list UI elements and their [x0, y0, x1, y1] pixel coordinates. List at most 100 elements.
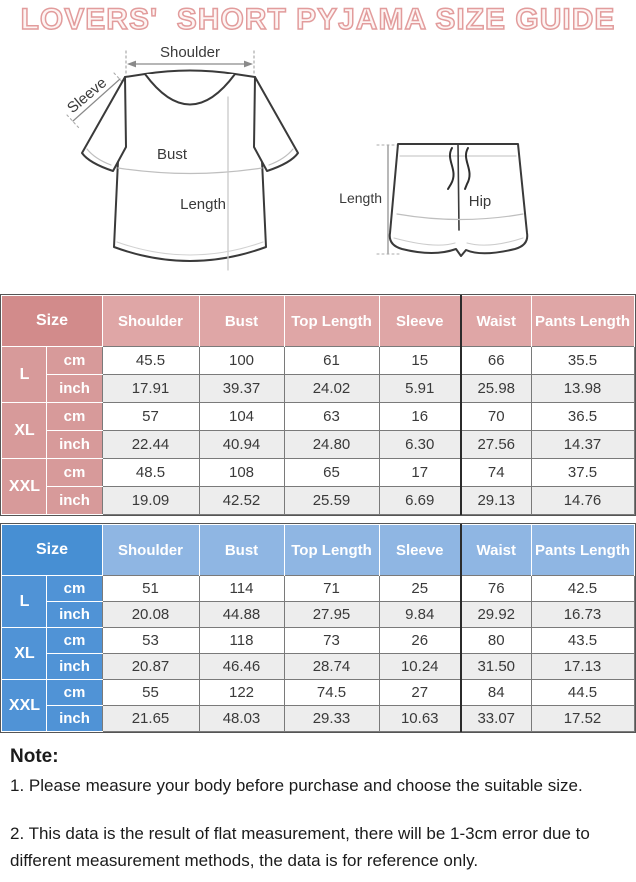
value-cell: 27.56	[460, 430, 532, 459]
size-column-header: Size	[1, 524, 103, 576]
column-header: Shoulder	[101, 524, 200, 576]
value-cell: 20.08	[101, 601, 200, 628]
value-cell: 74.5	[283, 679, 380, 706]
size-label: L	[1, 575, 47, 628]
size-column-header: Size	[1, 295, 103, 347]
value-cell: 10.63	[378, 705, 462, 732]
note-item: 2. This data is the result of flat measu…	[10, 824, 590, 870]
column-header: Top Length	[283, 295, 380, 347]
value-cell: 29.13	[460, 486, 532, 515]
size-label: XL	[1, 627, 47, 680]
unit-label: inch	[46, 653, 102, 680]
size-table-blue: Size Shoulder Bust Top Length Sleeve Waist Pan…	[0, 523, 636, 733]
garment-measurement-drawing: Shoulder Sleeve Bust Length Length Hip	[64, 44, 529, 271]
value-cell: 9.84	[378, 601, 462, 628]
unit-label: inch	[46, 705, 102, 732]
table-row: XL cm 53 118 73 26 80 43.5	[1, 627, 635, 680]
value-cell: 44.5	[530, 679, 635, 706]
value-cell: 24.80	[283, 430, 380, 459]
column-header: Waist	[460, 295, 532, 347]
unit-label: inch	[46, 601, 102, 628]
column-header: Sleeve	[378, 524, 462, 576]
value-cell: 48.03	[198, 705, 285, 732]
value-cell: 6.30	[378, 430, 462, 459]
value-cell: 16	[378, 402, 462, 431]
value-cell: 36.5	[530, 402, 635, 431]
value-cell: 45.5	[101, 346, 200, 375]
value-cell: 29.33	[283, 705, 380, 732]
value-cell: 27	[378, 679, 462, 706]
table-row: inch 22.44 40.94 24.80 6.30 27.56 14.37	[2, 430, 635, 459]
value-cell: 76	[460, 575, 532, 602]
unit-label: cm	[46, 458, 102, 487]
value-cell: 39.37	[198, 374, 285, 403]
value-cell: 48.5	[101, 458, 200, 487]
column-header: Sleeve	[378, 295, 462, 347]
table-row: inch 17.91 39.37 24.02 5.91 25.98 13.98	[2, 374, 635, 403]
value-cell: 28.74	[283, 653, 380, 680]
table-row: inch 19.09 42.52 25.59 6.69 29.13 14.76	[2, 486, 635, 515]
value-cell: 13.98	[530, 374, 635, 403]
value-cell: 6.69	[378, 486, 462, 515]
value-cell: 63	[283, 402, 380, 431]
unit-label: inch	[46, 486, 102, 515]
measurement-diagram: Shoulder Sleeve Bust Length Length Hip	[0, 37, 636, 295]
value-cell: 22.44	[101, 430, 200, 459]
value-cell: 71	[283, 575, 380, 602]
column-header: Waist	[460, 524, 532, 576]
unit-label: inch	[46, 374, 102, 403]
value-cell: 80	[460, 627, 532, 654]
value-cell: 43.5	[530, 627, 635, 654]
value-cell: 25	[378, 575, 462, 602]
hip-label: Hip	[469, 193, 492, 210]
value-cell: 27.95	[283, 601, 380, 628]
value-cell: 29.92	[460, 601, 532, 628]
table-row: XL cm 57 104 63 16 70 36.5	[1, 402, 635, 459]
value-cell: 24.02	[283, 374, 380, 403]
notes-section: Note: 1. Please measure your body before…	[10, 746, 626, 874]
value-cell: 20.87	[101, 653, 200, 680]
value-cell: 35.5	[530, 346, 635, 375]
value-cell: 17.52	[530, 705, 635, 732]
value-cell: 25.59	[283, 486, 380, 515]
value-cell: 42.5	[530, 575, 635, 602]
unit-label: cm	[46, 346, 102, 375]
value-cell: 14.37	[530, 430, 635, 459]
column-header: Shoulder	[101, 295, 200, 347]
table-row: inch 20.87 46.46 28.74 10.24 31.50 17.13	[2, 653, 635, 680]
value-cell: 31.50	[460, 653, 532, 680]
value-cell: 37.5	[530, 458, 635, 487]
table-row: XXL cm 55 122 74.5 27 84 44.5	[1, 679, 635, 732]
value-cell: 14.76	[530, 486, 635, 515]
unit-label: inch	[46, 430, 102, 459]
value-cell: 44.88	[198, 601, 285, 628]
value-cell: 16.73	[530, 601, 635, 628]
unit-label: cm	[46, 679, 102, 706]
value-cell: 46.46	[198, 653, 285, 680]
shoulder-label: Shoulder	[160, 44, 220, 61]
value-cell: 118	[198, 627, 285, 654]
value-cell: 5.91	[378, 374, 462, 403]
value-cell: 21.65	[101, 705, 200, 732]
column-header: Pants Length	[530, 295, 635, 347]
note-item: 1. Please measure your body before purch…	[10, 776, 583, 795]
value-cell: 53	[101, 627, 200, 654]
value-cell: 57	[101, 402, 200, 431]
top-length-label: Length	[180, 196, 226, 213]
pants-length-label: Length	[339, 190, 382, 206]
value-cell: 51	[101, 575, 200, 602]
value-cell: 108	[198, 458, 285, 487]
table-row: inch 20.08 44.88 27.95 9.84 29.92 16.73	[2, 601, 635, 628]
value-cell: 61	[283, 346, 380, 375]
value-cell: 17	[378, 458, 462, 487]
size-label: XL	[1, 402, 47, 459]
sleeve-label: Sleeve	[64, 74, 110, 117]
value-cell: 70	[460, 402, 532, 431]
column-header: Bust	[198, 295, 285, 347]
value-cell: 104	[198, 402, 285, 431]
value-cell: 17.13	[530, 653, 635, 680]
column-header: Pants Length	[530, 524, 635, 576]
column-header: Top Length	[283, 524, 380, 576]
value-cell: 25.98	[460, 374, 532, 403]
